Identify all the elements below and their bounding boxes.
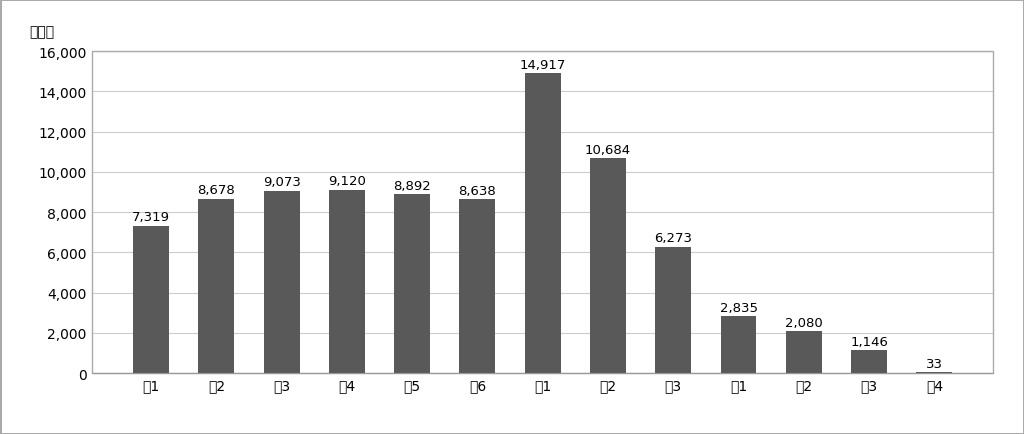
Text: 8,638: 8,638: [459, 184, 497, 197]
Bar: [199, 199, 234, 373]
Text: 9,073: 9,073: [263, 176, 301, 189]
Bar: [590, 159, 626, 373]
Bar: [916, 372, 952, 373]
Text: 1,146: 1,146: [850, 335, 888, 348]
Bar: [785, 332, 822, 373]
Text: 2,080: 2,080: [785, 316, 822, 329]
Text: 6,273: 6,273: [654, 232, 692, 245]
Bar: [329, 190, 365, 373]
Bar: [851, 350, 887, 373]
Bar: [92, 52, 993, 373]
Bar: [655, 247, 691, 373]
Text: 9,120: 9,120: [328, 175, 366, 188]
Bar: [133, 226, 169, 373]
Bar: [394, 195, 430, 373]
Text: 33: 33: [926, 357, 943, 370]
Text: 2,835: 2,835: [720, 301, 758, 314]
Bar: [524, 74, 561, 373]
Bar: [263, 191, 300, 373]
Bar: [460, 200, 496, 373]
Text: 8,892: 8,892: [393, 179, 431, 192]
Text: 14,917: 14,917: [519, 59, 566, 72]
Bar: [721, 316, 757, 373]
Text: 8,678: 8,678: [198, 184, 236, 197]
Text: 7,319: 7,319: [132, 211, 170, 224]
Text: （人）: （人）: [29, 25, 54, 39]
Text: 10,684: 10,684: [585, 143, 631, 156]
